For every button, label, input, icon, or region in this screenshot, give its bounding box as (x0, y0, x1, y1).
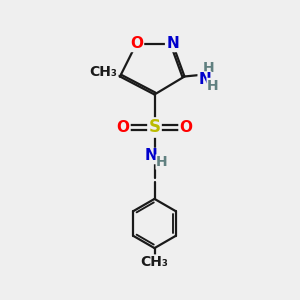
Text: N: N (166, 36, 179, 51)
Text: O: O (116, 120, 130, 135)
Text: H: H (203, 61, 214, 75)
Text: O: O (130, 36, 143, 51)
Text: N: N (145, 148, 157, 164)
Text: O: O (179, 120, 193, 135)
Text: N: N (198, 72, 211, 87)
Text: H: H (207, 79, 219, 92)
Text: CH₃: CH₃ (141, 256, 168, 269)
Text: CH₃: CH₃ (90, 65, 117, 79)
Text: H: H (156, 155, 168, 169)
Text: S: S (148, 118, 160, 136)
